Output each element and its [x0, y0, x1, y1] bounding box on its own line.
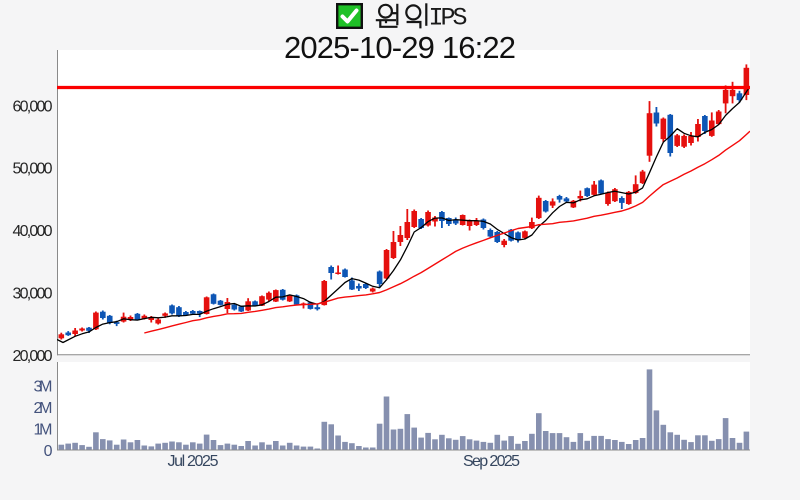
svg-text:30,000: 30,000: [13, 286, 53, 303]
svg-text:IPS: IPS: [429, 3, 468, 32]
svg-text:Jul 2025: Jul 2025: [168, 453, 219, 470]
svg-text:50,000: 50,000: [13, 161, 53, 178]
svg-text:40,000: 40,000: [13, 223, 53, 240]
svg-text:0: 0: [44, 443, 53, 460]
svg-text:1M: 1M: [34, 421, 53, 438]
svg-text:Sep 2025: Sep 2025: [463, 453, 520, 470]
svg-text:20,000: 20,000: [13, 348, 53, 365]
svg-text:3M: 3M: [34, 379, 53, 396]
svg-text:2M: 2M: [34, 400, 53, 417]
svg-text:60,000: 60,000: [13, 98, 53, 115]
svg-text:2025-10-29 16:22: 2025-10-29 16:22: [284, 30, 516, 65]
